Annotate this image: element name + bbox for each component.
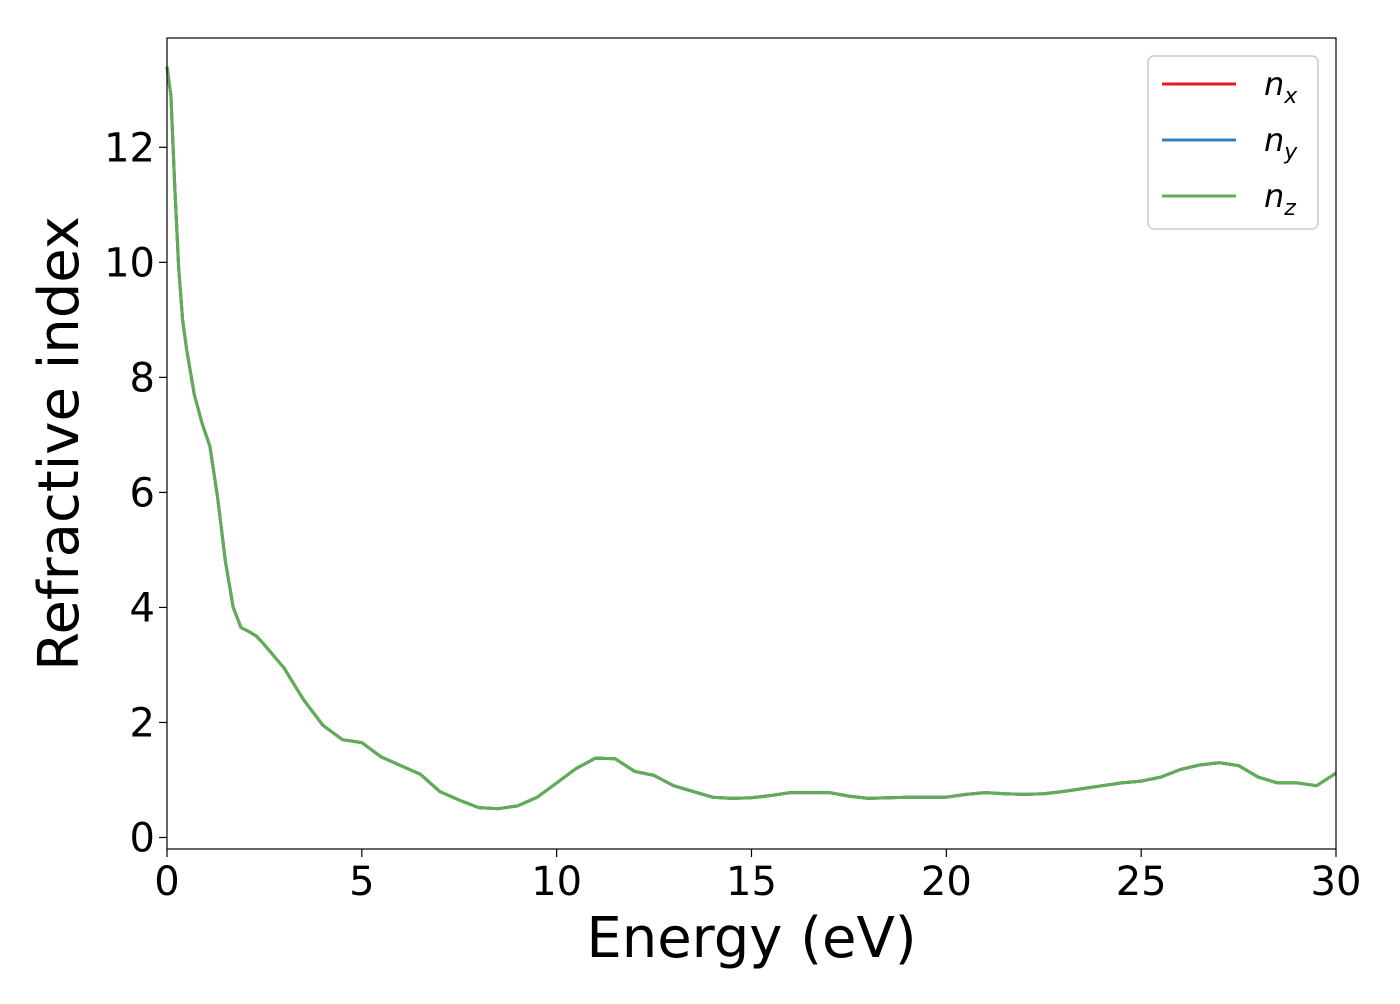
x-tick-label: 5 bbox=[349, 859, 374, 905]
x-tick-label: 30 bbox=[1311, 859, 1362, 905]
y-tick-label: 10 bbox=[104, 240, 155, 286]
y-tick-label: 2 bbox=[130, 700, 155, 746]
legend-label-n_z: nz bbox=[1264, 177, 1296, 221]
y-tick-label: 0 bbox=[130, 815, 155, 861]
x-axis-ticks: 0 5 10 15 20 25 30 bbox=[154, 849, 1361, 905]
legend-label-subscript: z bbox=[1283, 196, 1296, 221]
y-tick-label: 4 bbox=[130, 585, 155, 631]
x-tick-label: 0 bbox=[154, 859, 179, 905]
y-axis-title: Refractive index bbox=[27, 216, 92, 671]
x-axis-title: Energy (eV) bbox=[586, 906, 916, 971]
series-line-n_z bbox=[165, 66, 1337, 811]
legend-label-subscript: x bbox=[1283, 84, 1298, 109]
x-tick-label: 10 bbox=[531, 859, 582, 905]
legend-label-subscript: y bbox=[1283, 140, 1298, 165]
y-tick-label: 6 bbox=[130, 470, 155, 516]
series-layer bbox=[165, 66, 1337, 811]
y-axis-ticks: 0 2 4 6 8 10 12 bbox=[104, 125, 167, 861]
legend-box bbox=[1147, 55, 1319, 230]
x-tick-label: 25 bbox=[1116, 859, 1167, 905]
legend-label-base: n bbox=[1264, 121, 1284, 159]
legend-label-n_x: nx bbox=[1264, 65, 1298, 109]
y-tick-label: 8 bbox=[130, 355, 155, 401]
legend-label-n_y: ny bbox=[1264, 121, 1298, 165]
x-tick-label: 15 bbox=[726, 859, 777, 905]
legend-label-base: n bbox=[1264, 177, 1284, 215]
x-tick-label: 20 bbox=[921, 859, 972, 905]
legend-label-base: n bbox=[1264, 65, 1284, 103]
y-tick-label: 12 bbox=[104, 125, 155, 171]
